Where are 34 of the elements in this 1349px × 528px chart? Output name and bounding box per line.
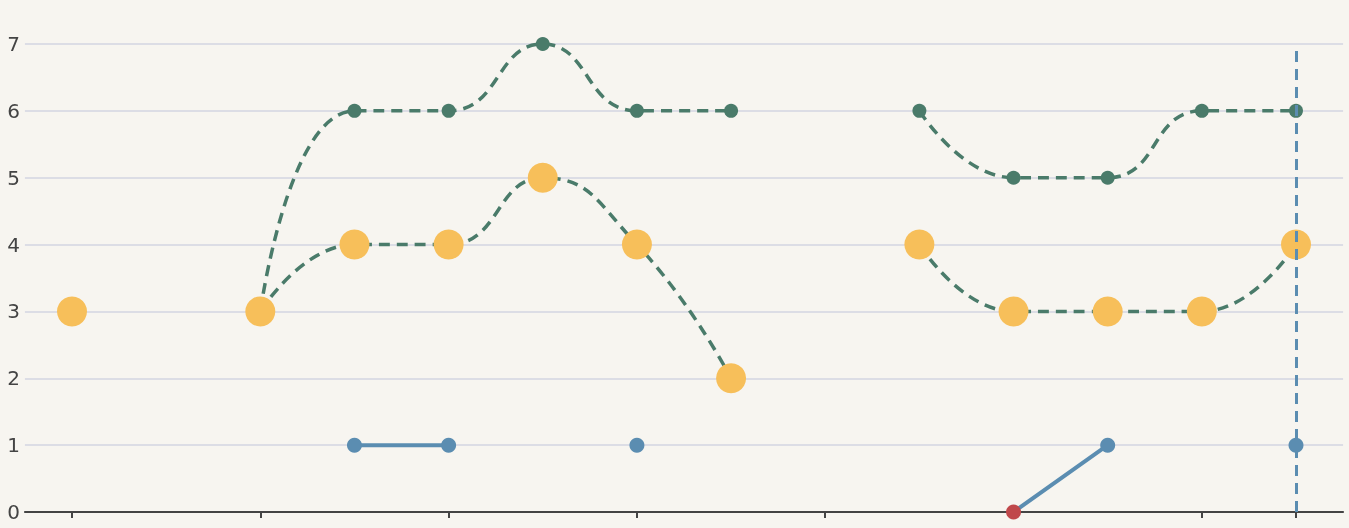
point [1186,296,1217,327]
point [716,363,747,394]
point [346,437,362,453]
point [912,103,927,118]
point [1100,170,1115,185]
y-tick-label: 1 [7,433,20,458]
point [1092,296,1123,327]
point [1100,437,1116,453]
point [904,229,935,260]
point [1281,229,1311,260]
point [527,162,558,193]
y-tick-label: 7 [7,32,20,56]
point [433,229,464,260]
point [629,103,644,118]
point [621,229,652,260]
point [441,437,457,453]
y-tick-label: 6 [7,98,20,123]
point [339,229,370,260]
point [535,37,550,51]
point [629,437,645,453]
point [724,103,739,118]
point [347,103,362,118]
point [1006,170,1021,185]
y-tick-label: 5 [7,165,20,190]
point [1006,504,1022,520]
point [998,296,1029,327]
y-tick-label: 3 [7,299,20,324]
y-tick-label: 4 [7,232,20,257]
point [57,296,87,327]
point [245,296,276,327]
point [441,103,456,118]
y-tick-label: 2 [7,366,20,391]
point [1194,103,1209,118]
y-tick-label: 0 [7,500,20,524]
